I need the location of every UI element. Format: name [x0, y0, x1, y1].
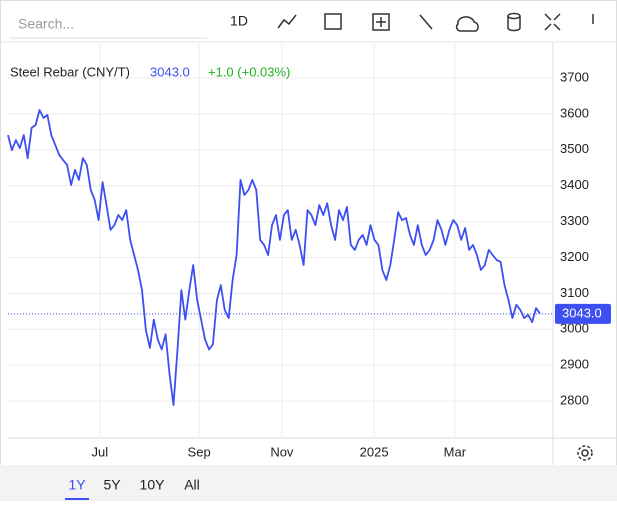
instrument-name: Steel Rebar (CNY/T): [10, 64, 130, 79]
price-line: [7, 109, 541, 406]
interval-button[interactable]: 1D: [230, 13, 248, 29]
settings-icon[interactable]: [577, 445, 593, 461]
price-change: +1.0 (+0.03%): [208, 64, 290, 79]
range-button[interactable]: 10Y: [140, 477, 166, 493]
x-tick-label: Mar: [444, 444, 467, 459]
range-button[interactable]: 5Y: [103, 477, 121, 493]
toolbar-icons: [277, 12, 594, 32]
y-tick-label: 3200: [560, 249, 589, 264]
last-price-tag: [555, 303, 611, 324]
plot: 2800 2900 3000 3100 3200 3300 3400 3500 3600 3700…: [7, 42, 611, 459]
y-tick-label: 3100: [560, 285, 589, 300]
range-button[interactable]: All: [184, 477, 200, 493]
chart-type-icon[interactable]: [277, 14, 297, 29]
download-icon[interactable]: [455, 16, 479, 32]
y-tick-label: 3500: [560, 141, 589, 156]
tool-icon[interactable]: [419, 14, 433, 30]
calendar-icon[interactable]: [324, 13, 342, 30]
y-tick-label: 3000: [560, 321, 589, 336]
add-icon[interactable]: [372, 13, 390, 31]
y-tick-label: 3300: [560, 213, 589, 228]
x-tick-label: Nov: [270, 444, 294, 459]
y-tick-label: 3600: [560, 105, 589, 120]
x-tick-label: Jul: [92, 444, 109, 459]
search-box[interactable]: [10, 10, 207, 38]
last-price-tag-label: 3043.0: [562, 305, 602, 320]
y-tick-label: 2800: [560, 392, 589, 407]
database-body: [507, 16, 521, 32]
last-price: 3043.0: [150, 64, 190, 79]
range-bar: [0, 465, 617, 501]
range-button[interactable]: 1Y: [68, 477, 86, 493]
fullscreen-icon[interactable]: [544, 13, 561, 31]
range-buttons: 1Y 5Y 10Y All: [65, 477, 200, 500]
y-tick-label: 2900: [560, 357, 589, 372]
search-placeholder[interactable]: Search...: [18, 16, 74, 32]
add-plus: [376, 17, 386, 27]
x-tick-label: Sep: [188, 444, 211, 459]
y-tick-label: 3700: [560, 69, 589, 84]
x-tick-label: 2025: [360, 444, 389, 459]
y-tick-label: 3400: [560, 177, 589, 192]
